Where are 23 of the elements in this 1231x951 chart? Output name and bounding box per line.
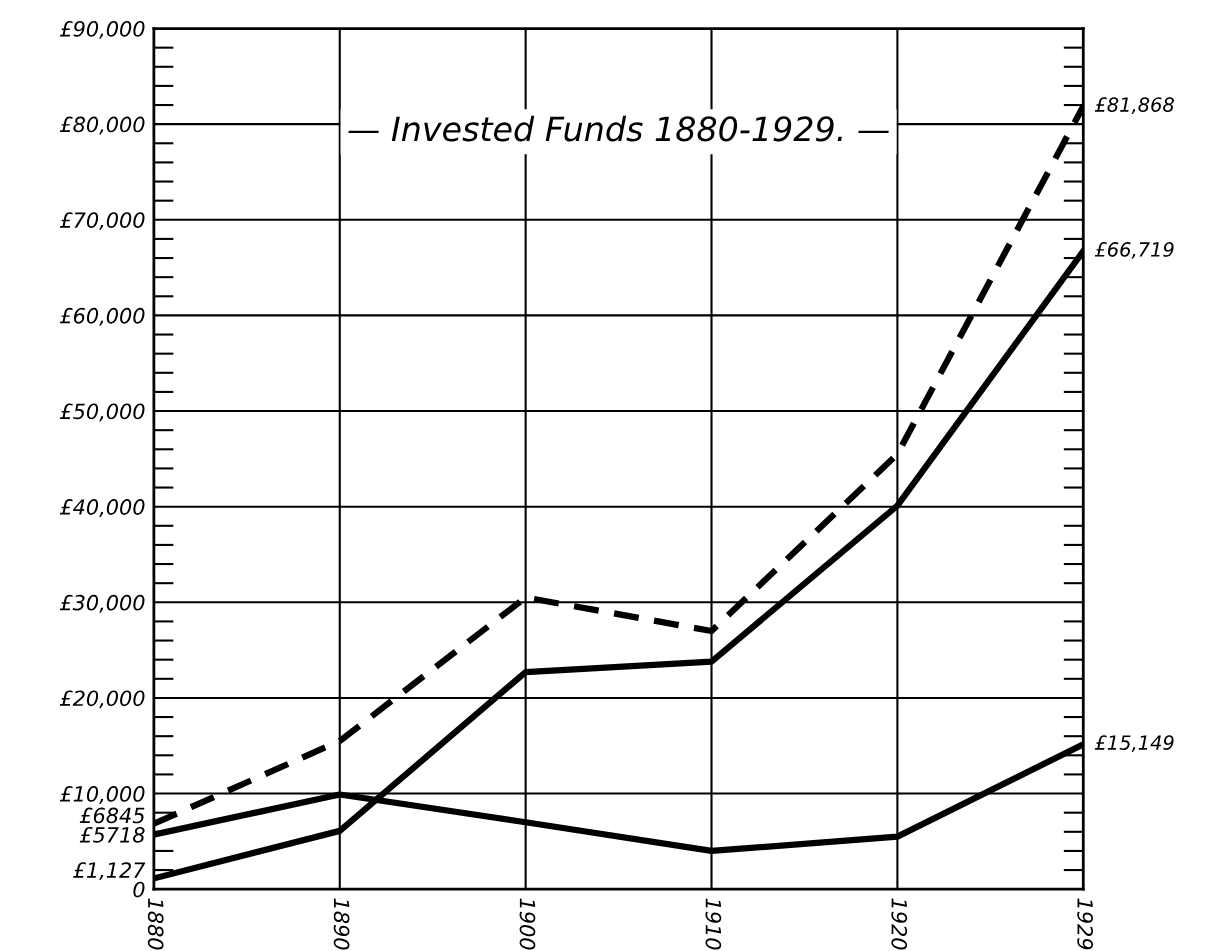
annotation: £81,868: [1094, 97, 1174, 114]
y-tick-label: 0: [133, 881, 145, 898]
x-tick-label: 1880: [147, 898, 164, 950]
annotation: £66,719: [1094, 242, 1174, 259]
text: — Invested Funds 1880-1929. —: [348, 115, 889, 142]
y-tick-label: £50,000: [59, 403, 145, 422]
y-tick-label: £6845: [79, 807, 145, 824]
y-tick-label: £1,127: [73, 862, 146, 881]
y-tick-label: £10,000: [59, 786, 145, 804]
x-tick-label: 1900: [519, 898, 536, 950]
annotation: £15,149: [1094, 735, 1174, 752]
y-tick-label: £30,000: [59, 594, 145, 613]
y-tick-label: £60,000: [59, 307, 145, 326]
x-tick-label: 1890: [333, 898, 350, 950]
y-tick-label: £80,000: [59, 116, 145, 135]
x-tick-label: 1910: [705, 898, 722, 950]
y-tick-label: £40,000: [59, 499, 145, 518]
y-tick-label: £5718: [79, 826, 145, 843]
y-tick-label: £90,000: [59, 20, 145, 39]
x-tick-label: 1920: [891, 898, 908, 950]
x-tick-label: 1929: [1077, 898, 1093, 950]
y-tick-label: £70,000: [59, 212, 145, 231]
y-tick-label: £20,000: [59, 690, 145, 709]
